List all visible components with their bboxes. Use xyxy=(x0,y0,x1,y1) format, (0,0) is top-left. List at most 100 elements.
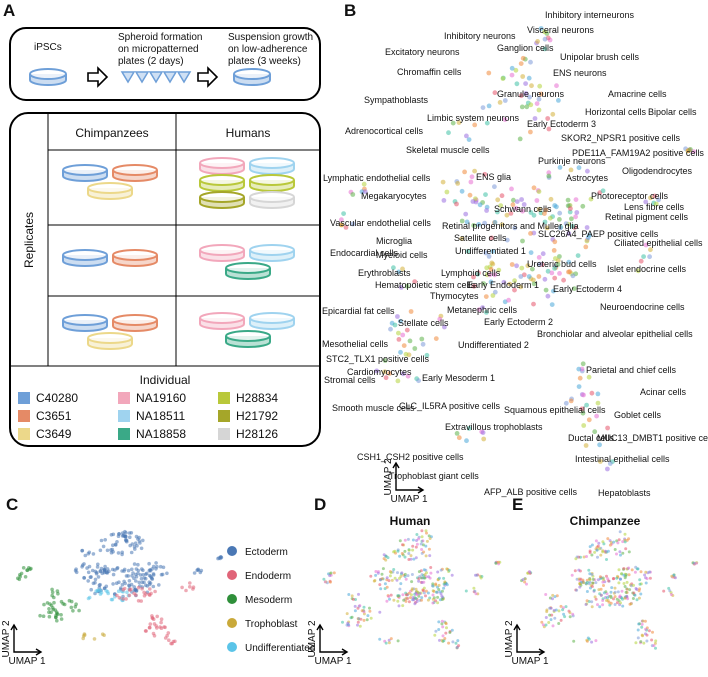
cell-cloud xyxy=(545,116,551,121)
cell-cloud xyxy=(437,628,441,631)
cell-cloud xyxy=(426,598,430,602)
cell-cloud xyxy=(601,576,605,580)
cell-cloud xyxy=(572,639,576,643)
cell-cloud xyxy=(389,637,393,641)
cell-cloud xyxy=(459,188,465,194)
cell-type-label: MUC13_DMBT1 positive cells xyxy=(597,433,708,443)
cell-cloud xyxy=(598,547,601,551)
cell-cloud xyxy=(140,586,144,591)
cell-cloud xyxy=(420,596,424,600)
cell-cloud xyxy=(543,287,549,293)
cell-cloud xyxy=(593,550,597,554)
cell-cloud xyxy=(553,595,557,599)
cell-cloud xyxy=(443,580,447,584)
cell-cloud xyxy=(599,593,603,597)
cell-cloud xyxy=(98,592,103,596)
cell-cloud xyxy=(615,576,619,580)
cell-cloud xyxy=(398,587,402,591)
cell-cloud xyxy=(628,602,632,606)
cell-cloud xyxy=(602,584,605,587)
cell-cloud xyxy=(605,558,608,561)
cell-cloud xyxy=(644,581,648,585)
cell-type-label: Oligodendrocytes xyxy=(622,166,693,176)
cell-cloud xyxy=(570,273,576,279)
cell-cloud xyxy=(362,605,366,609)
cell-cloud xyxy=(583,244,589,250)
cell-cloud xyxy=(17,577,22,582)
cell-cloud xyxy=(588,545,592,549)
cell-cloud xyxy=(127,593,132,598)
cell-cloud xyxy=(520,55,526,61)
cell-cloud xyxy=(564,605,568,609)
cell-cloud xyxy=(369,616,373,620)
cell-cloud xyxy=(52,600,56,605)
cell-cloud xyxy=(574,210,580,215)
cell-cloud xyxy=(358,624,362,628)
cell-cloud xyxy=(523,577,527,581)
cell-cloud xyxy=(428,576,432,580)
cell-cloud xyxy=(624,590,628,594)
cell-type-label: Ganglion cells xyxy=(497,43,554,53)
cell-cloud xyxy=(122,569,126,573)
axis-label: UMAP 2 xyxy=(383,458,394,495)
cell-cloud xyxy=(576,384,582,389)
cell-cloud xyxy=(549,270,555,276)
cell-cloud xyxy=(50,593,54,598)
cell-type-label: ENS neurons xyxy=(553,68,607,78)
cell-cloud xyxy=(86,570,91,575)
cell-cloud xyxy=(553,616,557,620)
cell-cloud xyxy=(613,595,617,599)
cell-type-label: Unipolar brush cells xyxy=(560,52,640,62)
cell-cloud xyxy=(563,400,569,406)
cell-cloud xyxy=(609,590,613,594)
cell-cloud xyxy=(343,225,349,230)
cell-cloud xyxy=(407,558,411,561)
cell-cloud xyxy=(622,567,626,570)
cell-cloud xyxy=(555,262,561,267)
cell-cloud xyxy=(407,600,411,604)
cell-cloud xyxy=(341,620,344,624)
dish xyxy=(62,249,108,261)
cell-cloud xyxy=(473,589,477,593)
panel-label: B xyxy=(344,1,356,20)
cell-type-label: Lymphatic endothelial cells xyxy=(323,173,431,183)
cell-cloud xyxy=(454,431,460,436)
cell-cloud xyxy=(424,352,430,358)
cell-cloud xyxy=(105,571,110,575)
cell-cloud xyxy=(148,568,153,573)
cell-cloud xyxy=(549,302,555,307)
cell-cloud xyxy=(410,588,414,592)
cell-cloud xyxy=(455,181,461,186)
cell-cloud xyxy=(415,542,419,546)
cell-cloud xyxy=(117,532,121,536)
cell-cloud xyxy=(590,640,594,644)
cell-cloud xyxy=(49,610,53,615)
cell-cloud xyxy=(536,107,542,113)
cell-cloud xyxy=(626,597,630,601)
cell-cloud xyxy=(622,573,626,577)
cell-cloud xyxy=(571,612,575,616)
cell-cloud xyxy=(444,622,448,626)
cell-cloud xyxy=(19,571,24,576)
legend-label: Ectoderm xyxy=(245,547,288,558)
cell-cloud xyxy=(125,590,129,595)
cell-cloud xyxy=(635,588,639,591)
cell-cloud xyxy=(513,205,519,211)
axis-label: UMAP 1 xyxy=(8,656,45,667)
cell-cloud xyxy=(617,581,621,585)
cell-cloud xyxy=(95,565,100,569)
column-header: Chimpanzees xyxy=(75,126,148,140)
cell-cloud xyxy=(396,269,402,275)
cell-cloud xyxy=(148,622,153,626)
legend-swatch xyxy=(118,392,130,404)
dish xyxy=(249,244,295,256)
cell-cloud xyxy=(586,374,592,380)
cell-cloud xyxy=(627,550,631,554)
cell-cloud xyxy=(404,593,408,597)
cell-cloud xyxy=(142,593,147,598)
cell-cloud xyxy=(599,587,603,591)
cell-cloud xyxy=(585,590,589,593)
cell-cloud xyxy=(59,613,63,617)
legend-label: Trophoblast xyxy=(245,619,298,630)
cell-cloud xyxy=(502,117,508,122)
